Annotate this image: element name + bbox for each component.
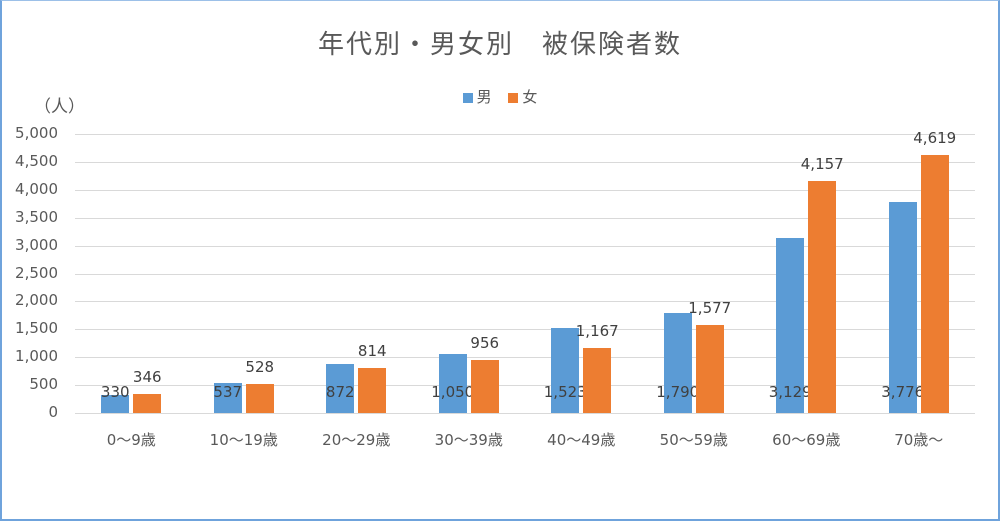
gridline	[75, 273, 975, 275]
bar-female	[920, 155, 949, 413]
chart-title: 年代別・男女別 被保険者数	[317, 30, 682, 60]
bar-male	[213, 383, 242, 413]
gridline	[75, 413, 975, 414]
y-tick-label: 1,500	[15, 319, 58, 338]
gridline	[75, 134, 975, 135]
y-tick-label: 0	[48, 403, 58, 421]
data-label: 537	[213, 383, 243, 401]
data-label: 1,577	[688, 299, 732, 317]
x-tick-label: 70歳～	[894, 431, 944, 449]
y-axis-unit: （人）	[34, 97, 85, 117]
x-tick-label: 10～19歳	[209, 431, 278, 449]
gridline	[75, 245, 975, 247]
data-label: 956	[470, 333, 500, 352]
data-label: 330	[100, 383, 130, 401]
bar-female	[470, 359, 499, 413]
legend: 男 女	[0, 86, 1000, 107]
y-tick-label: 1,000	[15, 347, 58, 366]
gridline	[75, 357, 975, 359]
data-label: 1,167	[575, 321, 619, 340]
gridline	[75, 301, 975, 303]
y-tick-label: 500	[29, 375, 58, 394]
legend-swatch-female	[508, 92, 519, 103]
data-label: 346	[132, 367, 162, 386]
legend-swatch-male	[462, 92, 473, 103]
legend-item-female: 女	[508, 88, 537, 106]
gridline	[75, 329, 975, 331]
y-tick-label: 2,500	[15, 263, 58, 282]
data-label: 528	[245, 357, 275, 376]
data-label: 1,790	[656, 383, 700, 401]
data-label: 814	[357, 341, 387, 360]
x-tick-label: 50～59歳	[659, 431, 728, 449]
y-tick-label: 2,000	[15, 291, 58, 310]
gridline	[75, 217, 975, 219]
y-tick-label: 4,500	[15, 151, 58, 170]
legend-label-female: 女	[522, 88, 538, 106]
y-tick-label: 3,500	[15, 207, 58, 226]
x-tick-label: 60～69歳	[772, 431, 841, 449]
y-tick-label: 4,000	[15, 179, 58, 198]
y-tick-label: 3,000	[15, 235, 58, 254]
data-label: 1,523	[543, 383, 587, 401]
legend-item-male: 男	[462, 88, 492, 106]
x-tick-label: 30～39歳	[434, 431, 503, 449]
x-tick-label: 40～49歳	[547, 431, 616, 449]
gridline	[75, 161, 975, 163]
bar-female	[133, 393, 162, 413]
bar-female	[583, 347, 612, 413]
data-label: 872	[325, 383, 355, 401]
bar-female	[808, 181, 837, 413]
bar-male	[101, 394, 130, 413]
x-tick-label: 20～29歳	[322, 431, 391, 449]
bar-female	[358, 367, 387, 413]
data-label: 4,157	[800, 155, 844, 174]
bar-male	[551, 328, 580, 413]
data-label: 3,776	[881, 383, 925, 401]
bar-male	[663, 313, 692, 413]
bar-male	[888, 202, 917, 413]
gridline	[75, 189, 975, 191]
bar-female	[695, 325, 724, 413]
data-label: 1,050	[431, 383, 475, 401]
legend-label-male: 男	[476, 88, 492, 106]
bar-male	[326, 364, 355, 413]
bar-male	[776, 238, 805, 413]
gridline	[75, 385, 975, 387]
y-tick-label: 5,000	[15, 124, 58, 142]
data-label: 4,619	[913, 129, 957, 148]
x-tick-label: 0～9歳	[106, 431, 156, 449]
bar-male	[438, 354, 467, 413]
data-label: 3,129	[768, 383, 812, 401]
bar-female	[245, 383, 274, 413]
